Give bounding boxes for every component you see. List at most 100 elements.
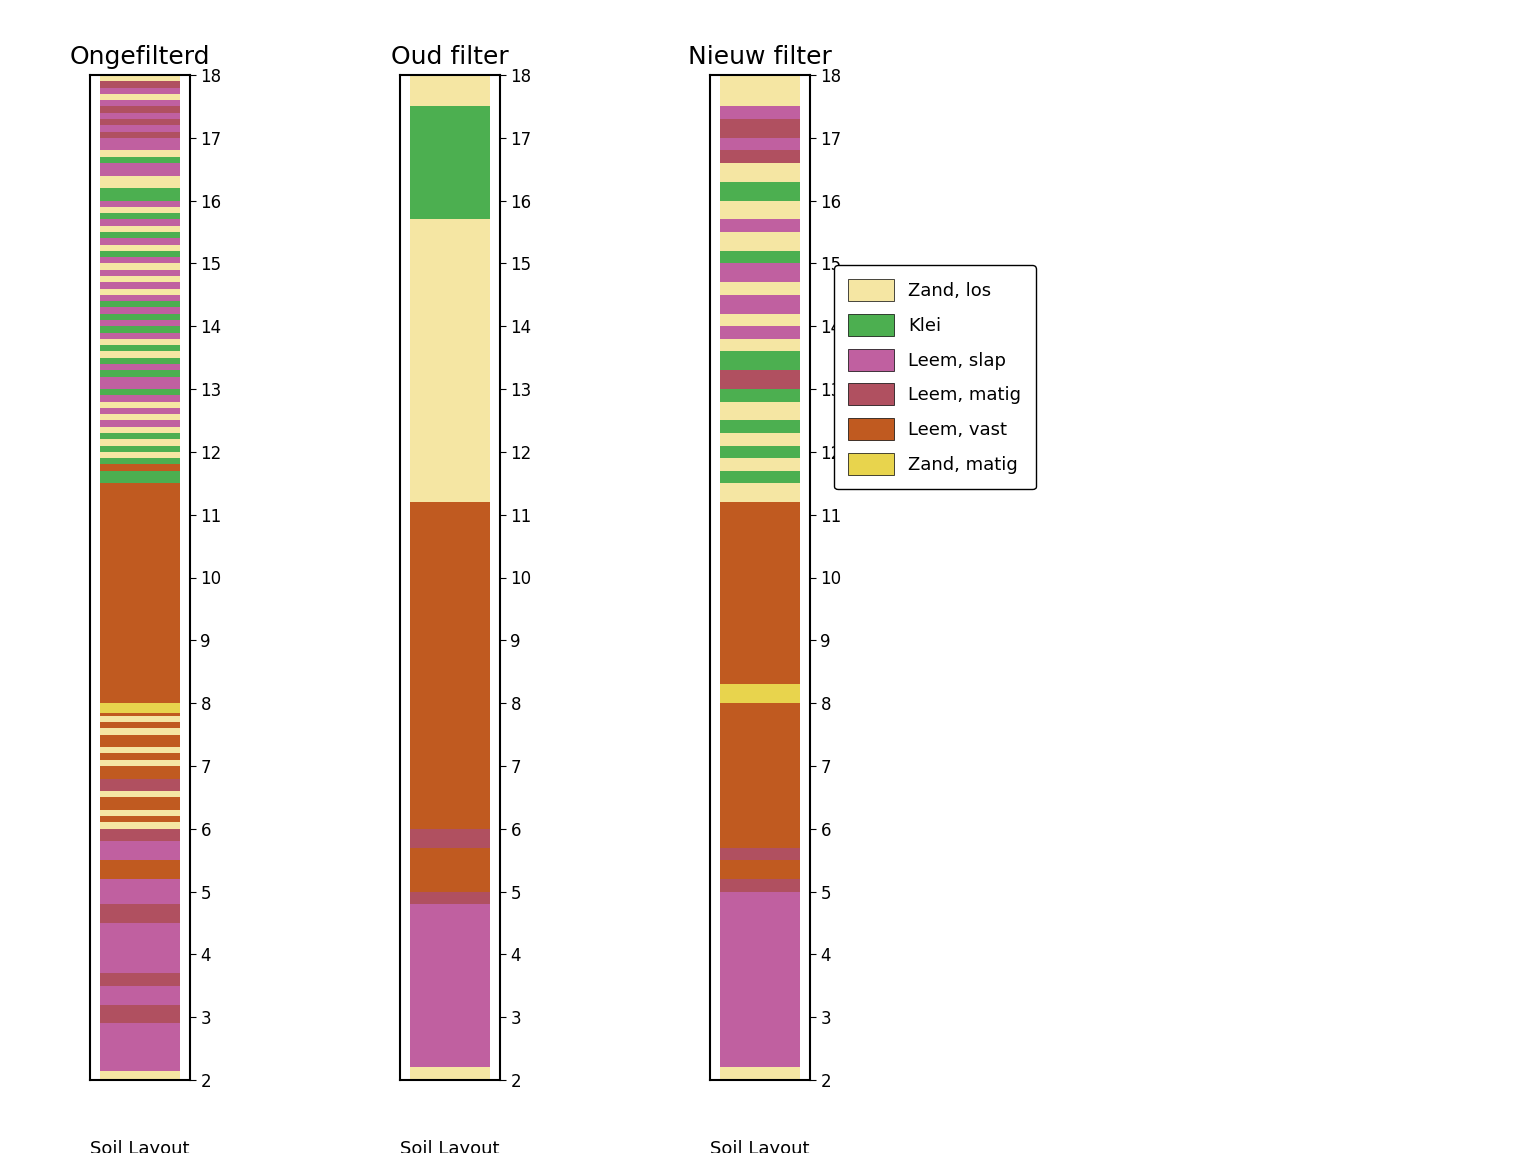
Bar bbox=[100, 163, 180, 175]
Text: Soil Layout: Soil Layout bbox=[401, 1140, 499, 1153]
Bar bbox=[100, 219, 180, 226]
Bar bbox=[100, 201, 180, 206]
Bar bbox=[720, 684, 800, 703]
Bar bbox=[100, 922, 180, 955]
Bar bbox=[100, 1071, 180, 1080]
Bar bbox=[720, 879, 800, 891]
Bar bbox=[100, 321, 180, 326]
Bar bbox=[720, 251, 800, 263]
Bar bbox=[100, 175, 180, 188]
Bar bbox=[720, 119, 800, 138]
Bar bbox=[100, 716, 180, 722]
Bar bbox=[100, 879, 180, 904]
Bar bbox=[100, 244, 180, 251]
Bar bbox=[100, 973, 180, 986]
Bar bbox=[100, 408, 180, 414]
Bar bbox=[100, 445, 180, 452]
Bar bbox=[100, 75, 180, 81]
Bar bbox=[100, 703, 180, 713]
Bar bbox=[100, 213, 180, 219]
Bar bbox=[100, 188, 180, 201]
Bar bbox=[720, 182, 800, 201]
Bar bbox=[100, 766, 180, 778]
Bar bbox=[100, 955, 180, 973]
Bar bbox=[100, 434, 180, 439]
Bar bbox=[100, 357, 180, 364]
Bar bbox=[720, 201, 800, 219]
Bar bbox=[410, 829, 490, 847]
Bar bbox=[100, 113, 180, 119]
Bar bbox=[100, 458, 180, 465]
Bar bbox=[100, 1004, 180, 1024]
Bar bbox=[410, 891, 490, 904]
Bar bbox=[100, 904, 180, 922]
Bar bbox=[100, 326, 180, 332]
Bar bbox=[100, 282, 180, 288]
Bar bbox=[720, 502, 800, 684]
Bar bbox=[100, 439, 180, 445]
Bar bbox=[100, 760, 180, 766]
Bar bbox=[720, 314, 800, 326]
Bar bbox=[100, 809, 180, 816]
Bar bbox=[720, 75, 800, 106]
Bar bbox=[100, 206, 180, 213]
Bar bbox=[720, 445, 800, 458]
Bar bbox=[100, 452, 180, 458]
Bar bbox=[100, 257, 180, 263]
Bar bbox=[410, 847, 490, 891]
Bar bbox=[720, 339, 800, 352]
Bar bbox=[410, 75, 490, 106]
Bar bbox=[720, 163, 800, 182]
Bar bbox=[720, 434, 800, 445]
Bar bbox=[100, 332, 180, 339]
Bar bbox=[720, 891, 800, 1068]
Bar bbox=[100, 81, 180, 88]
Bar bbox=[100, 295, 180, 301]
Bar bbox=[720, 282, 800, 295]
Bar bbox=[100, 288, 180, 295]
Bar bbox=[720, 421, 800, 434]
Bar bbox=[410, 502, 490, 829]
Bar bbox=[100, 377, 180, 389]
Bar bbox=[410, 219, 490, 502]
Bar bbox=[720, 470, 800, 483]
Bar bbox=[100, 263, 180, 270]
Bar bbox=[100, 226, 180, 232]
Bar bbox=[100, 722, 180, 729]
Bar bbox=[720, 847, 800, 860]
Bar bbox=[100, 860, 180, 879]
Bar bbox=[100, 822, 180, 829]
Bar bbox=[100, 465, 180, 470]
Bar bbox=[100, 389, 180, 395]
Bar bbox=[100, 747, 180, 753]
Bar bbox=[100, 1024, 180, 1071]
Bar bbox=[720, 1068, 800, 1080]
Bar bbox=[100, 798, 180, 809]
Bar bbox=[100, 370, 180, 377]
Title: Oud filter: Oud filter bbox=[392, 45, 508, 69]
Title: Nieuw filter: Nieuw filter bbox=[688, 45, 833, 69]
Bar bbox=[100, 778, 180, 791]
Bar bbox=[100, 986, 180, 1004]
Bar bbox=[720, 295, 800, 314]
Bar bbox=[100, 301, 180, 308]
Bar bbox=[100, 251, 180, 257]
Bar bbox=[720, 138, 800, 150]
Bar bbox=[100, 232, 180, 239]
Bar bbox=[410, 106, 490, 219]
Bar bbox=[720, 860, 800, 879]
Bar bbox=[100, 88, 180, 93]
Bar bbox=[720, 219, 800, 232]
Bar bbox=[100, 270, 180, 276]
Legend: Zand, los, Klei, Leem, slap, Leem, matig, Leem, vast, Zand, matig: Zand, los, Klei, Leem, slap, Leem, matig… bbox=[834, 265, 1035, 489]
Bar bbox=[720, 352, 800, 370]
Bar bbox=[100, 395, 180, 401]
Bar bbox=[100, 126, 180, 131]
Bar bbox=[100, 106, 180, 113]
Bar bbox=[100, 131, 180, 138]
Bar bbox=[100, 119, 180, 126]
Bar bbox=[100, 352, 180, 357]
Bar bbox=[100, 791, 180, 798]
Bar bbox=[100, 100, 180, 106]
Bar bbox=[100, 157, 180, 163]
